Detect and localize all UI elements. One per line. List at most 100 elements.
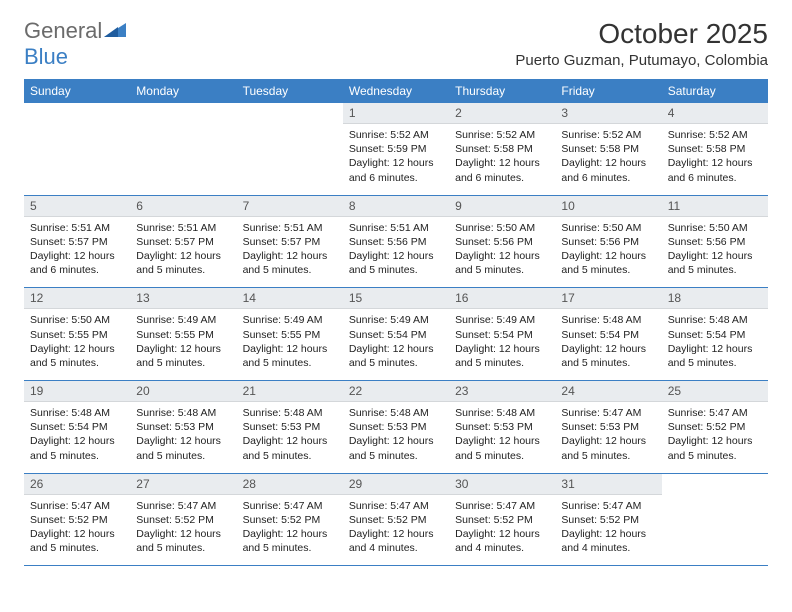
calendar-day-cell: 25Sunrise: 5:47 AMSunset: 5:52 PMDayligh…: [662, 381, 768, 474]
day-header: Friday: [555, 79, 661, 103]
calendar-day-cell: 18Sunrise: 5:48 AMSunset: 5:54 PMDayligh…: [662, 288, 768, 381]
day-details: Sunrise: 5:51 AMSunset: 5:57 PMDaylight:…: [130, 217, 236, 288]
calendar-week-row: 26Sunrise: 5:47 AMSunset: 5:52 PMDayligh…: [24, 473, 768, 566]
day-details: Sunrise: 5:47 AMSunset: 5:52 PMDaylight:…: [24, 495, 130, 566]
day-number: 1: [343, 103, 449, 124]
day-details: Sunrise: 5:49 AMSunset: 5:55 PMDaylight:…: [237, 309, 343, 380]
day-details: Sunrise: 5:49 AMSunset: 5:54 PMDaylight:…: [449, 309, 555, 380]
day-details: Sunrise: 5:48 AMSunset: 5:53 PMDaylight:…: [343, 402, 449, 473]
day-details: Sunrise: 5:52 AMSunset: 5:58 PMDaylight:…: [555, 124, 661, 195]
calendar-day-cell: 1Sunrise: 5:52 AMSunset: 5:59 PMDaylight…: [343, 103, 449, 195]
day-header: Saturday: [662, 79, 768, 103]
day-details: Sunrise: 5:49 AMSunset: 5:54 PMDaylight:…: [343, 309, 449, 380]
day-header: Tuesday: [237, 79, 343, 103]
day-details: Sunrise: 5:49 AMSunset: 5:55 PMDaylight:…: [130, 309, 236, 380]
calendar-day-cell: ..: [662, 473, 768, 566]
day-details: Sunrise: 5:52 AMSunset: 5:58 PMDaylight:…: [449, 124, 555, 195]
calendar-day-cell: ..: [237, 103, 343, 195]
day-details: Sunrise: 5:47 AMSunset: 5:52 PMDaylight:…: [237, 495, 343, 566]
day-number: 15: [343, 288, 449, 309]
calendar-day-cell: 14Sunrise: 5:49 AMSunset: 5:55 PMDayligh…: [237, 288, 343, 381]
day-details: Sunrise: 5:47 AMSunset: 5:52 PMDaylight:…: [343, 495, 449, 566]
day-details: Sunrise: 5:50 AMSunset: 5:56 PMDaylight:…: [449, 217, 555, 288]
calendar-day-cell: ..: [130, 103, 236, 195]
day-header: Wednesday: [343, 79, 449, 103]
day-details: Sunrise: 5:47 AMSunset: 5:53 PMDaylight:…: [555, 402, 661, 473]
calendar-day-cell: 6Sunrise: 5:51 AMSunset: 5:57 PMDaylight…: [130, 195, 236, 288]
day-number: 16: [449, 288, 555, 309]
day-number: 11: [662, 196, 768, 217]
calendar-day-cell: 28Sunrise: 5:47 AMSunset: 5:52 PMDayligh…: [237, 473, 343, 566]
day-number: 19: [24, 381, 130, 402]
day-number: 10: [555, 196, 661, 217]
day-number: 13: [130, 288, 236, 309]
calendar-day-cell: 2Sunrise: 5:52 AMSunset: 5:58 PMDaylight…: [449, 103, 555, 195]
day-header: Thursday: [449, 79, 555, 103]
day-number: 29: [343, 474, 449, 495]
day-details: Sunrise: 5:48 AMSunset: 5:54 PMDaylight:…: [24, 402, 130, 473]
day-number: 2: [449, 103, 555, 124]
calendar-day-cell: 5Sunrise: 5:51 AMSunset: 5:57 PMDaylight…: [24, 195, 130, 288]
day-details: Sunrise: 5:48 AMSunset: 5:53 PMDaylight:…: [449, 402, 555, 473]
day-number: 14: [237, 288, 343, 309]
calendar-body: ......1Sunrise: 5:52 AMSunset: 5:59 PMDa…: [24, 103, 768, 566]
calendar-day-cell: 15Sunrise: 5:49 AMSunset: 5:54 PMDayligh…: [343, 288, 449, 381]
calendar-day-cell: 22Sunrise: 5:48 AMSunset: 5:53 PMDayligh…: [343, 381, 449, 474]
calendar-day-cell: 4Sunrise: 5:52 AMSunset: 5:58 PMDaylight…: [662, 103, 768, 195]
calendar-week-row: 5Sunrise: 5:51 AMSunset: 5:57 PMDaylight…: [24, 195, 768, 288]
calendar-day-cell: 9Sunrise: 5:50 AMSunset: 5:56 PMDaylight…: [449, 195, 555, 288]
day-details: Sunrise: 5:51 AMSunset: 5:56 PMDaylight:…: [343, 217, 449, 288]
day-number: 22: [343, 381, 449, 402]
calendar-day-cell: 16Sunrise: 5:49 AMSunset: 5:54 PMDayligh…: [449, 288, 555, 381]
day-number: 20: [130, 381, 236, 402]
day-header: Sunday: [24, 79, 130, 103]
day-details: Sunrise: 5:52 AMSunset: 5:59 PMDaylight:…: [343, 124, 449, 195]
calendar-day-cell: 20Sunrise: 5:48 AMSunset: 5:53 PMDayligh…: [130, 381, 236, 474]
day-details: Sunrise: 5:51 AMSunset: 5:57 PMDaylight:…: [237, 217, 343, 288]
calendar-day-cell: ..: [24, 103, 130, 195]
day-number: 8: [343, 196, 449, 217]
page-header: General October 2025 Puerto Guzman, Putu…: [0, 0, 792, 73]
day-details: Sunrise: 5:47 AMSunset: 5:52 PMDaylight:…: [662, 402, 768, 473]
logo: General: [24, 18, 128, 44]
logo-text-general: General: [24, 18, 102, 44]
calendar-day-cell: 21Sunrise: 5:48 AMSunset: 5:53 PMDayligh…: [237, 381, 343, 474]
day-number: 17: [555, 288, 661, 309]
day-details: Sunrise: 5:50 AMSunset: 5:55 PMDaylight:…: [24, 309, 130, 380]
day-number: 23: [449, 381, 555, 402]
calendar-day-cell: 19Sunrise: 5:48 AMSunset: 5:54 PMDayligh…: [24, 381, 130, 474]
calendar-day-cell: 3Sunrise: 5:52 AMSunset: 5:58 PMDaylight…: [555, 103, 661, 195]
day-details: Sunrise: 5:52 AMSunset: 5:58 PMDaylight:…: [662, 124, 768, 195]
calendar-day-cell: 27Sunrise: 5:47 AMSunset: 5:52 PMDayligh…: [130, 473, 236, 566]
day-number: 4: [662, 103, 768, 124]
day-details: Sunrise: 5:48 AMSunset: 5:54 PMDaylight:…: [555, 309, 661, 380]
day-header: Monday: [130, 79, 236, 103]
day-number: 9: [449, 196, 555, 217]
calendar-day-cell: 7Sunrise: 5:51 AMSunset: 5:57 PMDaylight…: [237, 195, 343, 288]
month-title: October 2025: [515, 18, 768, 50]
day-details: Sunrise: 5:50 AMSunset: 5:56 PMDaylight:…: [662, 217, 768, 288]
day-number: 28: [237, 474, 343, 495]
day-number: 21: [237, 381, 343, 402]
calendar-head: SundayMondayTuesdayWednesdayThursdayFrid…: [24, 79, 768, 103]
calendar-day-cell: 13Sunrise: 5:49 AMSunset: 5:55 PMDayligh…: [130, 288, 236, 381]
day-details: Sunrise: 5:47 AMSunset: 5:52 PMDaylight:…: [130, 495, 236, 566]
day-number: 18: [662, 288, 768, 309]
calendar-day-cell: 31Sunrise: 5:47 AMSunset: 5:52 PMDayligh…: [555, 473, 661, 566]
calendar-day-cell: 11Sunrise: 5:50 AMSunset: 5:56 PMDayligh…: [662, 195, 768, 288]
day-details: Sunrise: 5:48 AMSunset: 5:53 PMDaylight:…: [130, 402, 236, 473]
logo-triangle-icon: [104, 21, 126, 42]
calendar-day-cell: 23Sunrise: 5:48 AMSunset: 5:53 PMDayligh…: [449, 381, 555, 474]
day-number: 30: [449, 474, 555, 495]
day-details: Sunrise: 5:47 AMSunset: 5:52 PMDaylight:…: [555, 495, 661, 566]
calendar-day-cell: 30Sunrise: 5:47 AMSunset: 5:52 PMDayligh…: [449, 473, 555, 566]
calendar-day-cell: 8Sunrise: 5:51 AMSunset: 5:56 PMDaylight…: [343, 195, 449, 288]
calendar-week-row: ......1Sunrise: 5:52 AMSunset: 5:59 PMDa…: [24, 103, 768, 195]
day-number: 5: [24, 196, 130, 217]
calendar-week-row: 12Sunrise: 5:50 AMSunset: 5:55 PMDayligh…: [24, 288, 768, 381]
logo-text-blue: Blue: [24, 44, 68, 69]
logo-blue-row: Blue: [24, 44, 68, 70]
day-number: 26: [24, 474, 130, 495]
calendar-day-cell: 10Sunrise: 5:50 AMSunset: 5:56 PMDayligh…: [555, 195, 661, 288]
day-details: Sunrise: 5:50 AMSunset: 5:56 PMDaylight:…: [555, 217, 661, 288]
